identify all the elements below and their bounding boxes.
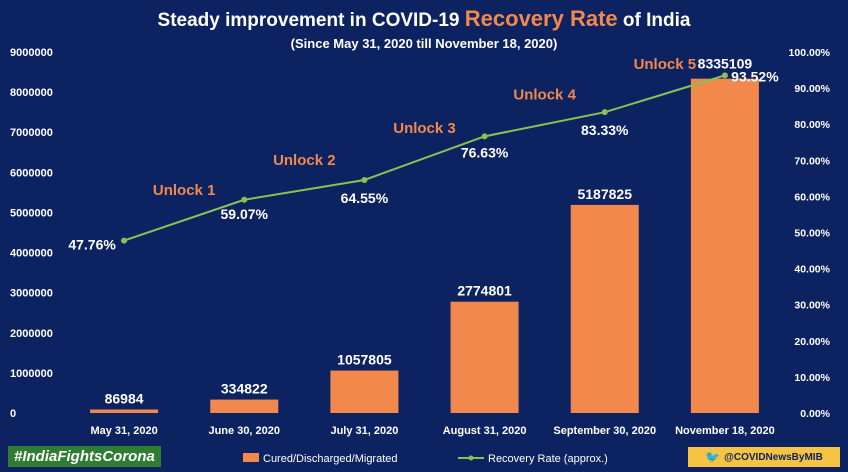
legend-bar-label: Cured/Discharged/Migrated	[263, 453, 398, 465]
right-axis-tick-7: 70.00%	[794, 155, 830, 167]
left-axis-tick-9: 9000000	[10, 47, 53, 59]
right-axis-tick-2: 20.00%	[794, 336, 830, 348]
rate-value-label-0: 47.76%	[68, 237, 116, 253]
x-axis-label-5: November 18, 2020	[675, 425, 775, 437]
recovery-rate-point-2	[361, 176, 368, 183]
left-axis-tick-6: 6000000	[10, 167, 53, 179]
bar-value-label-3: 2774801	[457, 283, 512, 299]
rate-value-label-1: 59.07%	[221, 206, 269, 222]
left-axis-tick-7: 7000000	[10, 127, 53, 139]
unlock-annotation-3: Unlock 3	[393, 120, 456, 137]
left-axis-tick-2: 2000000	[10, 328, 53, 340]
recovery-rate-line	[123, 74, 726, 242]
bar-value-label-5: 8335109	[698, 56, 753, 72]
right-axis-tick-6: 60.00%	[794, 191, 830, 203]
title-prefix: Steady improvement in COVID-19	[157, 10, 460, 31]
title-accent: Recovery Rate	[464, 6, 618, 31]
bar-1	[210, 399, 279, 413]
right-axis-tick-1: 10.00%	[794, 372, 830, 384]
left-axis-tick-1: 1000000	[10, 368, 53, 380]
right-axis-tick-8: 80.00%	[794, 119, 830, 131]
recovery-rate-point-0	[121, 237, 128, 244]
bar-5	[690, 78, 759, 413]
unlock-annotation-5: Unlock 5	[634, 56, 697, 73]
title-suffix: of India	[622, 10, 691, 31]
bar-0	[90, 409, 159, 413]
rate-value-label-2: 64.55%	[341, 190, 389, 206]
twitter-handle-text: @COVIDNewsByMIB	[724, 451, 823, 463]
chart-subtitle: (Since May 31, 2020 till November 18, 20…	[290, 36, 558, 51]
bar-value-label-1: 334822	[221, 381, 268, 397]
rate-value-label-3: 76.63%	[461, 144, 509, 160]
recovery-rate-point-3	[481, 133, 488, 140]
unlock-annotation-2: Unlock 2	[273, 152, 336, 169]
bar-value-label-4: 5187825	[577, 186, 632, 202]
twitter-bird-icon: 🐦	[705, 450, 721, 464]
hashtag-badge: #IndiaFightsCorona	[8, 446, 161, 467]
left-axis-tick-3: 3000000	[10, 288, 53, 300]
right-axis-tick-4: 40.00%	[794, 264, 830, 276]
recovery-rate-point-5	[721, 72, 728, 79]
x-axis-label-2: July 31, 2020	[330, 425, 398, 437]
unlock-annotation-1: Unlock 1	[153, 182, 216, 199]
recovery-rate-point-4	[601, 109, 608, 116]
legend-bar-swatch	[243, 453, 259, 462]
legend-line-label: Recovery Rate (approx.)	[488, 453, 608, 465]
bar-value-label-0: 86984	[105, 391, 144, 407]
x-axis-label-1: June 30, 2020	[208, 425, 280, 437]
right-axis-tick-3: 30.00%	[794, 300, 830, 312]
x-axis-label-4: September 30, 2020	[553, 425, 656, 437]
right-axis-tick-5: 50.00%	[794, 228, 830, 240]
bar-4	[570, 204, 639, 413]
x-axis-label-3: August 31, 2020	[443, 425, 527, 437]
right-axis-tick-9: 90.00%	[794, 83, 830, 95]
rate-value-label-5: 93.52%	[731, 68, 779, 84]
left-axis-tick-5: 5000000	[10, 207, 53, 219]
rate-value-label-4: 83.33%	[581, 122, 629, 138]
bar-value-label-2: 1057805	[337, 352, 392, 368]
recovery-rate-point-1	[241, 196, 248, 203]
twitter-handle-badge: 🐦 @COVIDNewsByMIB	[688, 447, 840, 467]
left-axis-tick-4: 4000000	[10, 248, 53, 260]
right-axis-tick-10: 100.00%	[789, 47, 831, 59]
x-axis-label-0: May 31, 2020	[90, 425, 157, 437]
left-axis-tick-8: 8000000	[10, 87, 53, 99]
chart-title: Steady improvement in COVID-19 Recovery …	[0, 6, 848, 32]
bar-2	[330, 370, 399, 413]
left-axis-tick-0: 0	[10, 408, 16, 420]
right-axis-tick-0: 0.00%	[800, 408, 830, 420]
unlock-annotation-4: Unlock 4	[513, 86, 576, 103]
legend-line-marker	[468, 455, 474, 461]
bar-3	[450, 301, 519, 413]
